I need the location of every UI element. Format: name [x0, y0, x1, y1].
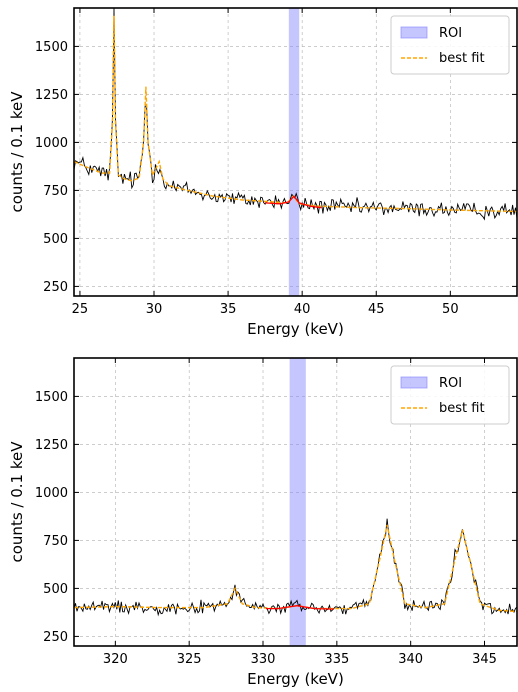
y-ticks-top: 250 500 750 1000 1250 1500	[35, 40, 517, 295]
y-tick-label-top: 1000	[35, 136, 68, 151]
x-tick-label-top: 35	[220, 302, 237, 317]
chart-bottom: 320 325 330 335 340 345 250 500 750 1000 1250 1500…	[8, 357, 518, 688]
roi-fit-line-bottom	[266, 605, 334, 610]
x-ticks-top: 25 30 35 40 45 50	[72, 8, 459, 317]
y-ticks-bottom: 250 500 750 1000 1250 1500	[35, 390, 517, 645]
fit-line-top	[73, 15, 518, 213]
x-tick-label-bottom: 325	[177, 652, 202, 667]
x-tick-label-bottom: 320	[103, 652, 128, 667]
y-tick-label-top: 500	[43, 232, 68, 247]
legend-roi-label-top: ROI	[439, 26, 462, 41]
legend-box-top	[390, 15, 510, 75]
y-tick-label-bottom: 500	[43, 582, 68, 597]
x-tick-label-bottom: 335	[324, 652, 349, 667]
x-tick-label-bottom: 330	[251, 652, 276, 667]
legend-fit-label-top: best fit	[439, 51, 485, 66]
legend-box-bottom	[390, 365, 510, 425]
roi-band-bottom	[289, 358, 306, 646]
x-axis-label-bottom: Energy (keV)	[247, 670, 344, 688]
y-axis-label-top: counts / 0.1 keV	[8, 91, 26, 213]
legend-roi-swatch-bottom	[400, 376, 428, 389]
y-tick-label-bottom: 1250	[35, 438, 68, 453]
y-tick-label-bottom: 1500	[35, 390, 68, 405]
x-axis-label-top: Energy (keV)	[247, 320, 344, 338]
legend-top: ROI best fit	[390, 15, 510, 75]
x-tick-label-bottom: 340	[398, 652, 423, 667]
x-tick-label-top: 40	[294, 302, 311, 317]
legend-fit-label-bottom: best fit	[439, 401, 485, 416]
legend-roi-label-bottom: ROI	[439, 376, 462, 391]
y-tick-label-bottom: 250	[43, 630, 68, 645]
grid-bottom	[74, 358, 517, 646]
y-tick-label-bottom: 750	[43, 534, 68, 549]
plot-frame-bottom	[73, 357, 518, 647]
plot-frame-top	[73, 7, 518, 297]
y-tick-label-top: 1250	[35, 88, 68, 103]
roi-fit-line-top	[265, 195, 322, 209]
data-line-bottom	[73, 518, 518, 617]
legend-roi-swatch-top	[400, 26, 428, 39]
chart-top: 25 30 35 40 45 50 250 500 750 1000 1250 1500 Energ…	[8, 7, 518, 338]
y-axis-label-bottom: counts / 0.1 keV	[8, 441, 26, 563]
y-tick-label-top: 1500	[35, 40, 68, 55]
y-tick-label-top: 750	[43, 184, 68, 199]
data-line-top	[73, 8, 518, 221]
legend-bottom: ROI best fit	[390, 365, 510, 425]
x-tick-label-top: 50	[442, 302, 459, 317]
y-tick-label-top: 250	[43, 280, 68, 295]
x-tick-label-bottom: 345	[472, 652, 497, 667]
x-tick-label-top: 45	[368, 302, 385, 317]
x-ticks-bottom: 320 325 330 335 340 345	[103, 358, 497, 667]
x-tick-label-top: 30	[146, 302, 163, 317]
y-tick-label-bottom: 1000	[35, 486, 68, 501]
roi-band-top	[288, 8, 300, 296]
x-tick-label-top: 25	[72, 302, 89, 317]
fit-line-bottom	[73, 524, 518, 613]
